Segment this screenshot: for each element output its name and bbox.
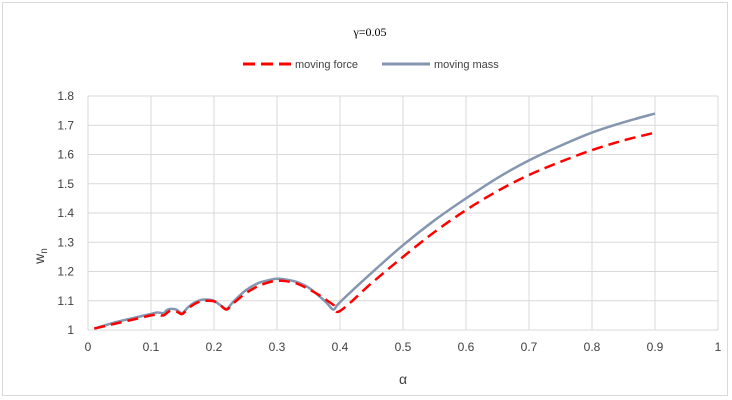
y-tick-label: 1.7 <box>57 118 74 132</box>
y-tick-label: 1.5 <box>57 177 74 191</box>
y-tick-label: 1.4 <box>57 206 74 220</box>
x-tick-label: 0.1 <box>143 340 160 354</box>
y-tick-label: 1.6 <box>57 148 74 162</box>
series-line-moving-mass <box>93 112 656 330</box>
x-tick-label: 0.6 <box>458 340 475 354</box>
y-tick-label: 1.8 <box>57 89 74 103</box>
legend: moving force moving mass <box>243 59 499 71</box>
y-axis-title-main: w <box>31 253 47 265</box>
x-tick-label: 0.9 <box>647 340 664 354</box>
legend-label-moving-force: moving force <box>295 59 358 71</box>
series-line-moving-force <box>94 131 656 330</box>
y-tick-label: 1.2 <box>57 265 74 279</box>
gridlines <box>87 95 719 331</box>
x-tick-label: 0.3 <box>269 340 286 354</box>
x-tick-label: 0.7 <box>521 340 538 354</box>
chart-title: γ=0.05 <box>352 25 386 39</box>
tick-labels: 0 0.1 0.2 0.3 0.4 0.5 0.6 0.7 0.8 0.9 1 1 1.1 1.2 1.3 1… <box>57 89 721 354</box>
x-tick-label: 0 <box>85 340 92 354</box>
y-tick-label: 1.3 <box>57 235 74 249</box>
series-lines <box>93 112 656 330</box>
y-tick-label: 1 <box>67 323 74 337</box>
x-tick-label: 0.4 <box>332 340 349 354</box>
x-tick-label: 0.2 <box>206 340 223 354</box>
y-axis-title: wn <box>31 248 50 265</box>
x-tick-label: 1 <box>715 340 722 354</box>
x-tick-label: 0.5 <box>395 340 412 354</box>
y-tick-label: 1.1 <box>57 294 74 308</box>
svg-text:wn: wn <box>31 248 50 265</box>
legend-label-moving-mass: moving mass <box>434 59 499 71</box>
y-axis-title-subscript: n <box>39 248 50 254</box>
x-tick-label: 0.8 <box>584 340 601 354</box>
x-axis-title: α <box>399 371 407 387</box>
